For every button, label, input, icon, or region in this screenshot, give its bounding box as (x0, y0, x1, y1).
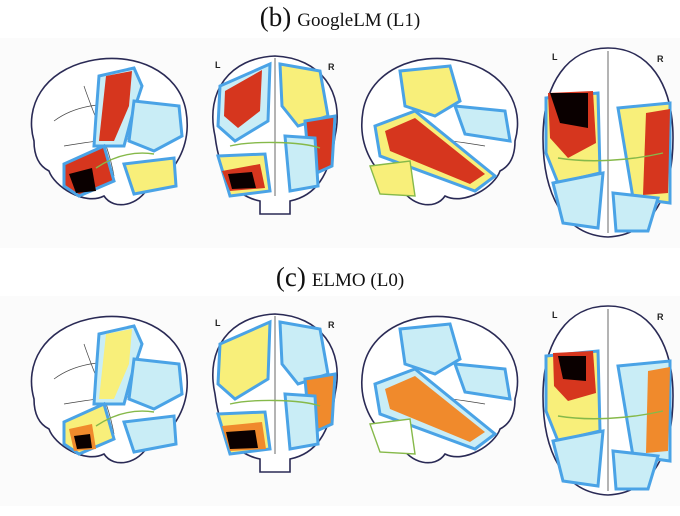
panel-b-hemisphere-left-label: L (215, 60, 221, 70)
panel-b-axial-left-label: L (552, 52, 558, 62)
panel-c-axial-right-label: R (657, 312, 664, 322)
panel-c-model-name: ELMO (L0) (311, 270, 405, 291)
panel-b-brain-views: L R L R (0, 38, 680, 258)
panel-b-model-name: GoogleLM (L1) (297, 10, 421, 31)
panel-c-letter: (c) (275, 262, 306, 292)
panel-c-axial-view (542, 305, 674, 496)
panel-b-axial-right-label: R (657, 54, 664, 64)
panel-b-hemisphere-right-label: R (328, 62, 335, 72)
panel-c-hemisphere-right-label: R (328, 320, 335, 330)
panel-b-title: (b) GoogleLM (L1) (0, 2, 680, 33)
panel-b-sagittal-left-view (30, 57, 188, 206)
panel-c-brain-views: L R L R (0, 296, 680, 516)
panel-b-sagittal-right-view (361, 57, 519, 206)
panel-c-hemisphere-left-label: L (215, 318, 221, 328)
panel-c-title: (c) ELMO (L0) (0, 262, 680, 293)
panel-c-sagittal-right-view (361, 315, 519, 464)
panel-c-sagittal-left-view (30, 315, 188, 464)
panel-c-coronal-view (212, 313, 338, 473)
panel-b-coronal-view (212, 55, 338, 215)
panel-b-axial-view (542, 47, 674, 238)
panel-b-letter: (b) (259, 2, 292, 32)
panel-c-axial-left-label: L (552, 310, 558, 320)
